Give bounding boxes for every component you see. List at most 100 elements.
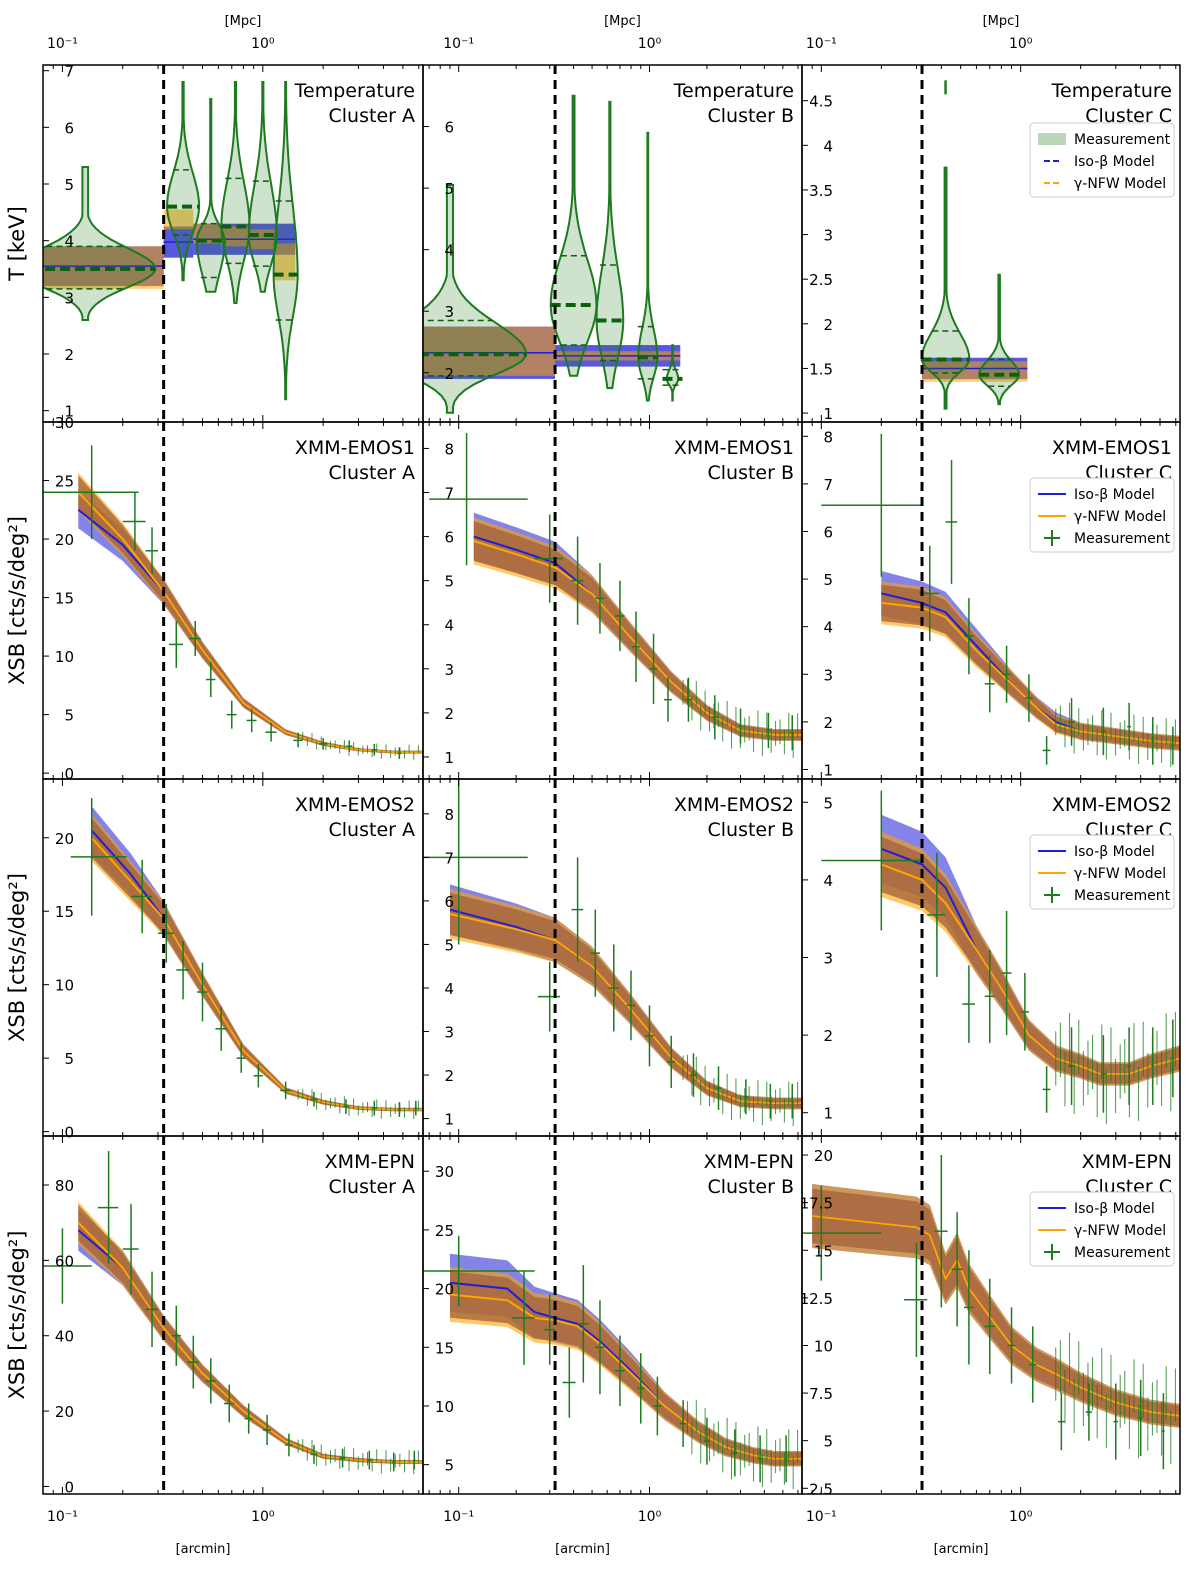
temperature-violin [43,166,157,321]
panel-subtitle: Cluster B [707,1176,794,1198]
y-tick-label: 1 [64,403,74,421]
top-axis-tick-label: 10⁻¹ [443,36,474,52]
panel-title: XMM-EMOS2 [295,794,415,816]
y-tick-label: 5 [64,707,74,725]
y-tick-label: 6 [444,529,454,547]
y-tick-label: 1 [444,749,454,767]
panel-subtitle: Cluster B [707,105,794,127]
panel-title: Temperature [1051,80,1172,102]
panel-plot-area [821,790,1180,1125]
y-tick-label: 0 [64,1124,74,1142]
panel-subtitle: Cluster A [329,462,415,484]
iso-beta-model-band [78,1209,423,1464]
gamma-nfw-model-line [90,837,423,1111]
y-tick-label: 10 [435,1398,454,1416]
panel-subtitle: Cluster A [329,1176,415,1198]
panel-plot-area [920,80,1028,410]
y-tick-label: 2 [823,316,833,334]
panel-subtitle: Cluster B [707,462,794,484]
bottom-axis-tick-label: 10⁰ [1009,1509,1033,1525]
y-tick-label: 1 [823,405,833,423]
panel-plot-area [423,779,802,1126]
legend-label: γ-NFW Model [1074,1223,1166,1239]
panel-subtitle: Cluster C [1085,105,1172,127]
legend: Iso-β Model γ-NFW Model Measurement [1029,834,1175,910]
panel-plot-area [43,81,299,401]
legend-label: γ-NFW Model [1074,866,1166,882]
panel-plot-area [43,445,423,760]
legend-frame [1029,834,1175,910]
y-tick-label: 5 [444,573,454,591]
row-y-axis-label: XSB [cts/s/deg²] [5,516,29,685]
temperature-violin [595,100,625,390]
gamma-nfw-temperature-band [274,243,296,281]
panel-xmm-emos1-cluster-b: 1 2 3 4 5 6 7 8 XMM-EMOS1 Cluster B [422,421,803,780]
y-tick-label: 2 [823,714,833,732]
y-tick-label: 40 [55,1328,74,1346]
y-tick-label: 7 [444,485,454,503]
legend: Iso-β Model γ-NFW Model Measurement [1029,1191,1175,1267]
model-overlap-band [881,584,1180,750]
panel-title: XMM-EMOS1 [1052,437,1172,459]
legend-label: γ-NFW Model [1074,509,1166,525]
y-tick-label: 3 [823,666,833,684]
y-tick-label: 3.5 [809,182,833,200]
y-tick-label: 4 [823,137,833,155]
y-tick-label: 80 [55,1177,74,1195]
model-overlap-band [812,1188,1180,1427]
y-tick-label: 5 [823,794,833,812]
panel-title: XMM-EMOS1 [674,437,794,459]
y-tick-label: 3 [444,1024,454,1042]
temperature-violin [978,273,1021,406]
y-tick-label: 1 [823,1105,833,1123]
panel-plot-area [423,94,683,414]
y-tick-label: 60 [55,1252,74,1270]
y-tick-label: 4 [444,980,454,998]
y-tick-label: 4 [444,617,454,635]
legend: Measurement Iso-β Model γ-NFW Model [1029,122,1175,198]
y-tick-label: 4 [444,242,454,260]
legend-label: Measurement [1074,531,1171,547]
y-tick-label: 5 [823,571,833,589]
model-overlap-band [473,521,802,740]
bottom-axis-tick-label: 10⁻¹ [47,1509,78,1525]
y-tick-label: 1 [444,1111,454,1129]
top-axis-tick-label: 10⁻¹ [47,36,78,52]
y-tick-label: 20 [55,1403,74,1421]
legend: Iso-β Model γ-NFW Model Measurement [1029,477,1175,553]
y-tick-label: 6 [444,893,454,911]
y-tick-label: 3 [444,661,454,679]
y-tick-label: 2 [444,705,454,723]
y-tick-label: 2.5 [809,271,833,289]
temperature-violin [665,344,680,402]
y-tick-label: 4.5 [809,93,833,111]
bottom-axis-tick-label: 10⁻¹ [806,1509,837,1525]
y-tick-label: 12.5 [800,1290,833,1308]
y-tick-label: 6 [823,523,833,541]
gamma-nfw-model-line [812,1215,1180,1417]
gamma-nfw-model-line [77,491,423,754]
y-tick-label: 6 [444,119,454,137]
y-tick-label: 10 [55,648,74,666]
y-tick-label: 3 [823,950,833,968]
y-tick-label: 6 [64,119,74,137]
y-tick-label: 20 [814,1147,833,1165]
panel-xmm-epn-cluster-a: 0 20 40 60 80 XMM-EPN Cluster A [42,1135,424,1496]
y-tick-label: 4 [823,872,833,890]
model-overlap-band [450,892,802,1109]
y-tick-label: 20 [435,1281,454,1299]
legend-label: Iso-β Model [1074,1201,1155,1217]
row-y-axis-label: XSB [cts/s/deg²] [5,1231,29,1400]
panel-plot-area [802,1155,1180,1470]
y-tick-label: 10 [814,1337,833,1355]
legend-frame [1029,1191,1175,1267]
temperature-violin [272,81,299,401]
legend-label: Measurement [1074,132,1171,148]
panel-xmm-emos1-cluster-a: 0 5 10 15 20 25 30 XMM-EMOS1 Cluster A [42,414,424,783]
y-tick-label: 5 [64,176,74,194]
y-tick-label: 20 [55,830,74,848]
y-tick-label: 3 [823,227,833,245]
